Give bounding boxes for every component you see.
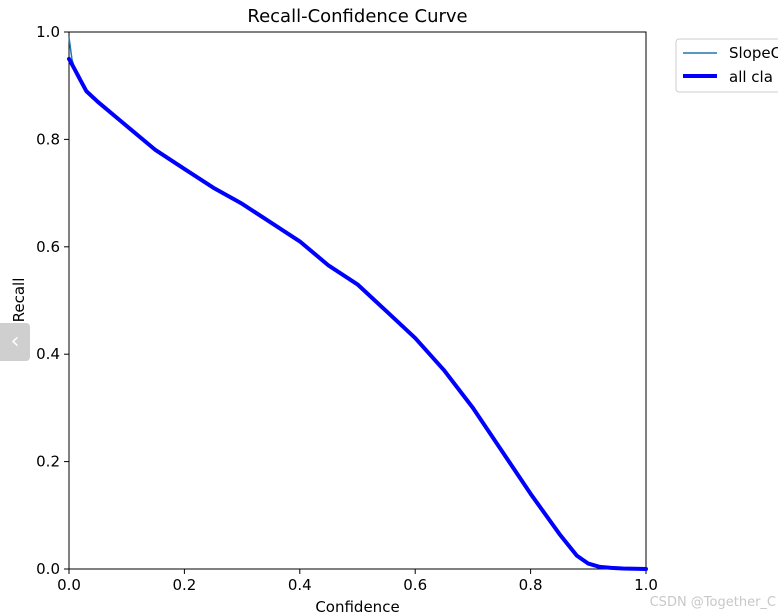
y-tick-label: 1.0 <box>36 23 60 41</box>
x-tick-label: 0.0 <box>57 576 81 594</box>
y-tick-label: 0.2 <box>36 453 60 471</box>
y-axis-ticks: 0.0 0.2 0.4 0.6 0.8 1.0 <box>36 23 69 578</box>
series-layer <box>67 36 648 571</box>
watermark: CSDN @Together_C <box>649 595 776 610</box>
x-tick-label: 0.2 <box>172 576 196 594</box>
x-tick-label: 1.0 <box>634 576 658 594</box>
series-line-all-classes <box>67 56 648 571</box>
x-tick-label: 0.6 <box>403 576 427 594</box>
y-tick-label: 0.4 <box>36 345 60 363</box>
y-axis-title: Recall <box>10 278 28 323</box>
x-tick-label: 0.4 <box>288 576 312 594</box>
y-tick-label: 0.0 <box>36 560 60 578</box>
x-axis-title: Confidence <box>315 598 399 614</box>
y-tick-label: 0.8 <box>36 130 60 148</box>
legend-label-slopec: SlopeC <box>729 44 778 62</box>
legend: SlopeC all cla <box>675 38 778 93</box>
series-line-slopec <box>68 36 647 570</box>
previous-arrow-icon[interactable]: ‹ <box>0 323 30 361</box>
legend-label-all-classes: all cla <box>729 68 773 86</box>
x-tick-label: 0.8 <box>519 576 543 594</box>
x-axis-ticks: 0.0 0.2 0.4 0.6 0.8 1.0 <box>57 569 658 594</box>
chart-title: Recall-Confidence Curve <box>247 6 467 27</box>
y-tick-label: 0.6 <box>36 238 60 256</box>
plot-frame <box>68 31 647 570</box>
